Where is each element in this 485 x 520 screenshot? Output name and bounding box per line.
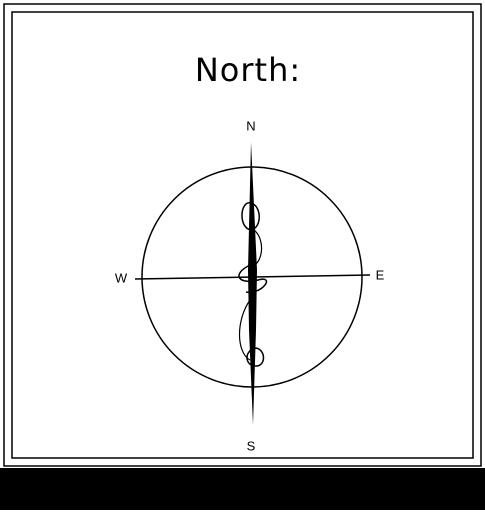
page: {"title": "North:", "compass": {"north":…	[0, 0, 485, 520]
compass-card: North: N S W E	[0, 0, 485, 520]
west-label: W	[115, 270, 128, 285]
east-label: E	[376, 267, 385, 282]
north-label: N	[246, 118, 255, 133]
title: North:	[195, 51, 301, 89]
south-label: S	[247, 438, 256, 453]
bottom-bar	[0, 468, 485, 510]
